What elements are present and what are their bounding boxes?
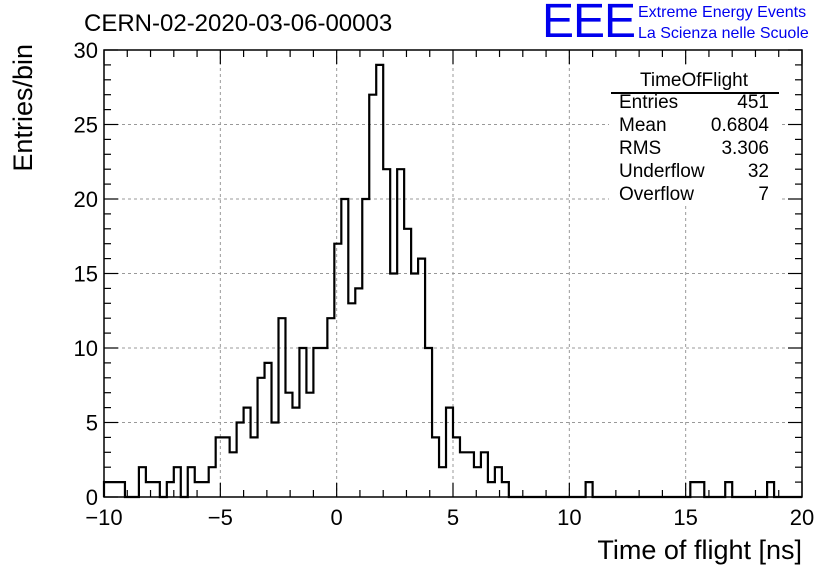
x-tick-label: −5 xyxy=(208,505,233,530)
stats-key: RMS xyxy=(619,138,662,159)
stats-row-overflow: Overflow 7 xyxy=(619,184,769,207)
logo-text-line1: Extreme Energy Events xyxy=(638,4,807,21)
x-tick-label: 0 xyxy=(331,505,343,530)
histogram-bin xyxy=(460,452,467,497)
stats-value: 451 xyxy=(737,92,769,113)
histogram-bin xyxy=(251,437,258,497)
chart-title: CERN-02-2020-03-06-00003 xyxy=(84,10,393,37)
logo-text-line2: La Scienza nelle Scuole xyxy=(638,25,809,42)
x-tick-label: −10 xyxy=(85,505,122,530)
histogram-bin xyxy=(230,452,237,497)
histogram-bin xyxy=(292,408,299,497)
histogram-bin xyxy=(348,303,355,497)
histogram-bin xyxy=(488,482,495,497)
stats-row-rms: RMS 3.306 xyxy=(619,138,769,161)
stats-value: 0.6804 xyxy=(710,115,769,136)
histogram-bin xyxy=(411,274,418,498)
x-tick-label: 15 xyxy=(673,505,697,530)
histogram-bin xyxy=(111,482,118,497)
y-tick-label: 10 xyxy=(74,336,98,361)
histogram-bin xyxy=(272,423,279,498)
eee-logo: EEE xyxy=(542,0,636,48)
x-tick-label: 10 xyxy=(557,505,581,530)
stats-value: 32 xyxy=(747,161,769,182)
stats-key: Entries xyxy=(619,92,679,113)
y-tick-label: 20 xyxy=(74,187,98,212)
x-axis-label: Time of flight [ns] xyxy=(597,535,802,565)
x-tick-label: 20 xyxy=(790,505,814,530)
stats-value: 7 xyxy=(758,184,769,205)
y-tick-label: 25 xyxy=(74,113,98,138)
y-tick-label: 30 xyxy=(74,38,98,63)
y-tick-label: 0 xyxy=(86,485,98,510)
stats-key: Overflow xyxy=(619,184,694,205)
stats-box-title: TimeOfFlight xyxy=(639,70,749,91)
histogram-bin xyxy=(146,482,153,497)
y-tick-labels: 0 5 10 15 20 25 30 xyxy=(74,38,98,510)
y-tick-label: 15 xyxy=(74,262,98,287)
histogram-bin xyxy=(474,467,481,497)
stats-row-entries: Entries 451 xyxy=(619,92,769,115)
histogram-bin xyxy=(306,393,313,497)
y-axis-label: Entries/bin xyxy=(8,44,38,172)
stats-key: Mean xyxy=(619,115,667,136)
stats-value: 3.306 xyxy=(721,138,769,159)
histogram-bin xyxy=(439,467,446,497)
axis-ticks xyxy=(103,49,803,498)
histogram-bin xyxy=(202,482,209,497)
histogram-bin xyxy=(195,482,202,497)
x-tick-labels: −10 −5 0 5 10 15 20 xyxy=(85,505,814,530)
x-tick-label: 5 xyxy=(447,505,459,530)
stats-row-mean: Mean 0.6804 xyxy=(619,115,769,138)
stats-key: Underflow xyxy=(619,161,705,182)
stats-box-divider xyxy=(611,92,779,94)
stats-box: TimeOfFlight Entries 451 Mean 0.6804 RMS… xyxy=(609,68,779,206)
histogram-bin xyxy=(390,274,397,498)
y-tick-label: 5 xyxy=(86,411,98,436)
stats-row-underflow: Underflow 32 xyxy=(619,161,769,184)
histogram-bin xyxy=(355,288,362,497)
